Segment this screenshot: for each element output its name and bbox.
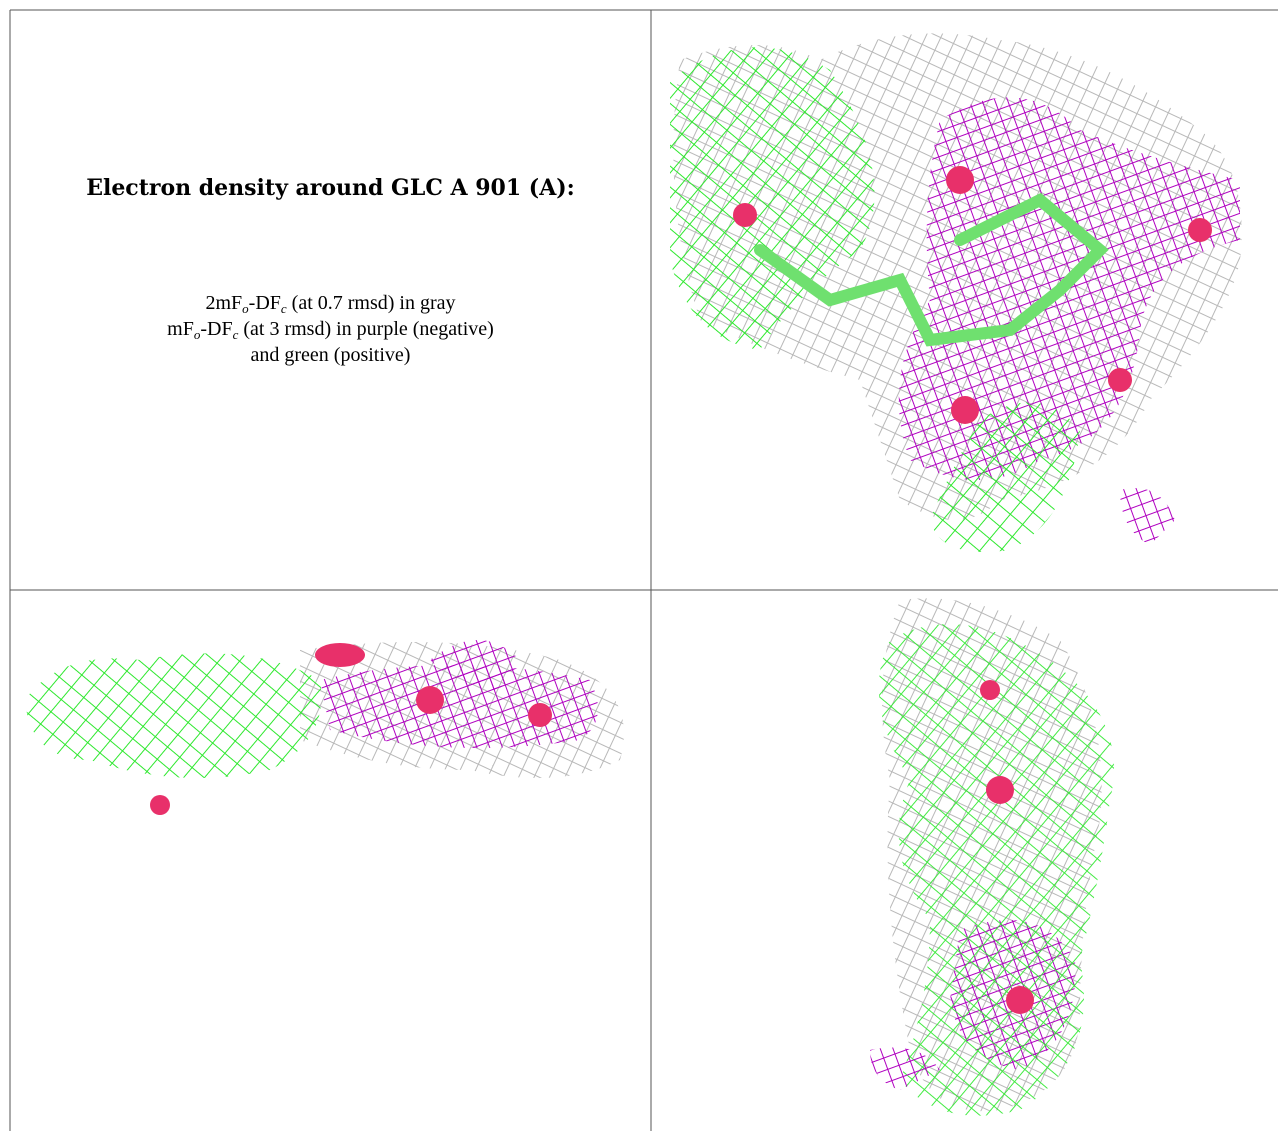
text-run: (at 3 rmsd) in purple (negative) bbox=[238, 318, 494, 340]
text-run: (at 0.7 rmsd) in gray bbox=[286, 292, 456, 314]
table-borders bbox=[9, 9, 1278, 1131]
text-run: 2mF bbox=[205, 292, 243, 314]
subscript: o bbox=[193, 327, 201, 342]
caption-line: mFo-DFc (at 3 rmsd) in purple (negative) bbox=[10, 316, 651, 342]
caption-lines: 2mFo-DFc (at 0.7 rmsd) in gray mFo-DFc (a… bbox=[10, 290, 651, 368]
density-view-bottom-left bbox=[25, 640, 624, 815]
caption-title: Electron density around GLC A 901 (A): bbox=[86, 175, 575, 201]
text-run: mF bbox=[167, 318, 194, 340]
caption-line: 2mFo-DFc (at 0.7 rmsd) in gray bbox=[10, 290, 651, 316]
subscript: c bbox=[280, 301, 287, 316]
subscript: c bbox=[232, 327, 239, 342]
caption-line: and green (positive) bbox=[10, 342, 651, 368]
text-run: -DF bbox=[200, 318, 233, 340]
subscript: o bbox=[242, 301, 249, 316]
caption-cell: Electron density around GLC A 901 (A): 2… bbox=[10, 10, 651, 590]
density-view-top bbox=[670, 33, 1242, 552]
text-run: -DF bbox=[248, 292, 281, 314]
density-view-bottom-right bbox=[870, 598, 1114, 1116]
text-run: and green (positive) bbox=[250, 344, 411, 366]
